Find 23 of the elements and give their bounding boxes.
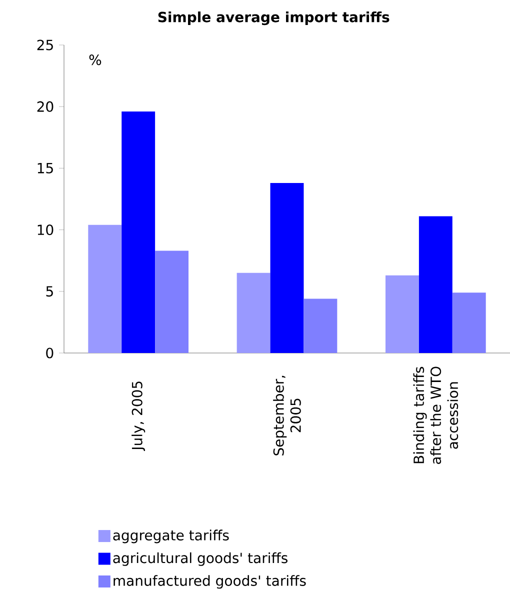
bar: [270, 182, 304, 353]
bar: [236, 272, 270, 353]
bar: [452, 292, 486, 353]
bar: [88, 224, 122, 353]
bar: [122, 112, 156, 353]
chart-title: Simple average import tariffs: [158, 11, 390, 26]
x-tick-label: Binding tariffs after the WTO accession: [413, 366, 458, 464]
y-tick-label: 25: [37, 40, 53, 50]
bar: [155, 250, 189, 353]
bar: [418, 216, 452, 353]
y-axis-title: %: [89, 54, 102, 66]
legend-label: manufactured goods' tariffs: [114, 575, 306, 589]
y-tick-label: 5: [46, 286, 53, 297]
bar: [385, 275, 419, 353]
bar: [304, 298, 338, 353]
y-tick-label: 20: [37, 101, 54, 112]
x-tick-label: July, 2005: [132, 382, 146, 452]
y-tick-label: 0: [46, 348, 54, 358]
legend-label: agricultural goods' tariffs: [113, 552, 288, 566]
legend-label: aggregate tariffs: [113, 530, 229, 544]
y-tick-label: 15: [38, 163, 53, 174]
x-tick-label: September, 2005: [273, 376, 301, 456]
y-tick-label: 10: [38, 224, 54, 236]
